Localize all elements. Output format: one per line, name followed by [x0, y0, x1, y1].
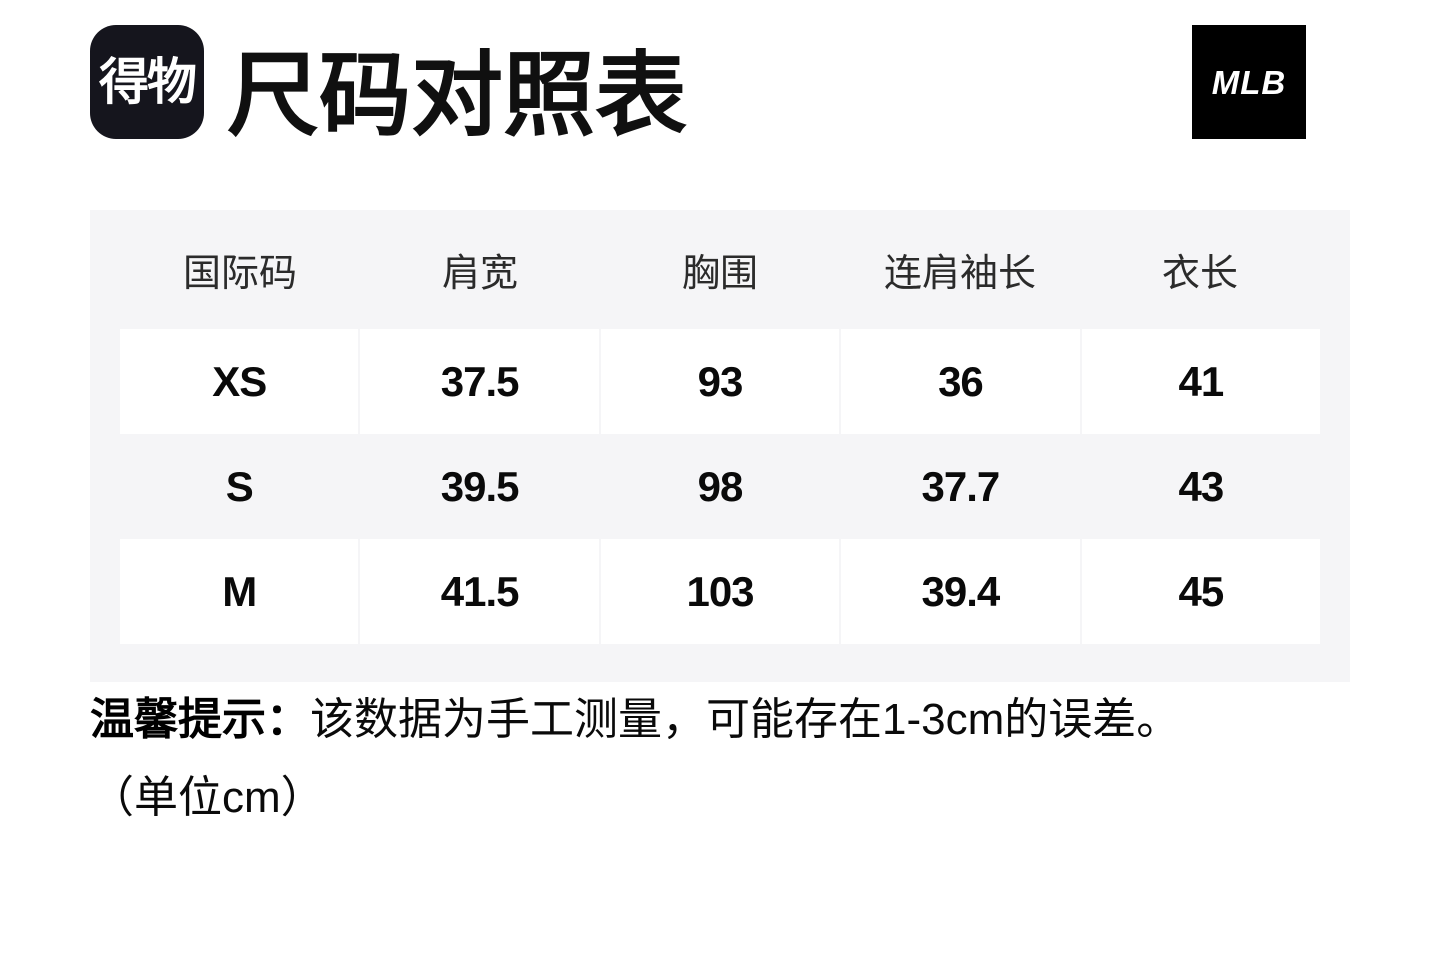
garment-length-value: 41: [1081, 329, 1321, 434]
note-label: 温馨提示：: [90, 695, 310, 744]
raglan-sleeve-value: 39.4: [841, 539, 1080, 644]
garment-length-value: 43: [1178, 462, 1224, 510]
note-text: 该数据为手工测量，可能存在1-3cm的误差。: [310, 695, 1181, 744]
table-row-xs: XS 37.5 93 36 41: [120, 329, 1321, 434]
note-line-1: 温馨提示：该数据为手工测量，可能存在1-3cm的误差。: [90, 681, 1370, 759]
dewu-logo-text: 得物: [99, 54, 197, 110]
note-unit-line: （单位cm）: [90, 773, 325, 822]
col-header-international-size: 国际码: [182, 253, 297, 295]
mlb-brand-logo: MLB: [1192, 25, 1306, 139]
table-row-s: S 39.5 98 37.7 43: [120, 434, 1320, 539]
raglan-sleeve-value: 36: [841, 329, 1080, 434]
size-label: M: [120, 539, 359, 644]
size-table: 国际码 肩宽 胸围 连肩袖长 衣长 XS 37.5 93 36 41 S 39.…: [90, 210, 1350, 682]
col-header-raglan-sleeve-length: 连肩袖长: [883, 253, 1036, 295]
mlb-logo-text: MLB: [1211, 63, 1287, 101]
size-label: XS: [120, 329, 359, 434]
col-header-garment-length: 衣长: [1161, 253, 1238, 295]
measurement-note: 温馨提示：该数据为手工测量，可能存在1-3cm的误差。 （单位cm）: [90, 681, 1370, 837]
page-title: 尺码对照表: [227, 45, 688, 147]
garment-length-value: 45: [1081, 539, 1321, 644]
table-row-m: M 41.5 103 39.4 45: [120, 539, 1321, 644]
shoulder-width-value: 41.5: [360, 539, 599, 644]
col-header-chest: 胸围: [681, 253, 758, 295]
size-label: S: [225, 462, 254, 510]
table-header-row: 国际码 肩宽 胸围 连肩袖长 衣长: [120, 210, 1320, 329]
chest-value: 98: [697, 462, 744, 510]
chest-value: 93: [600, 329, 840, 434]
dewu-app-logo: 得物: [90, 25, 204, 139]
chest-value: 103: [600, 539, 840, 644]
shoulder-width-value: 39.5: [440, 462, 520, 510]
raglan-sleeve-value: 37.7: [921, 462, 1001, 510]
shoulder-width-value: 37.5: [360, 329, 599, 434]
col-header-shoulder-width: 肩宽: [441, 253, 518, 295]
